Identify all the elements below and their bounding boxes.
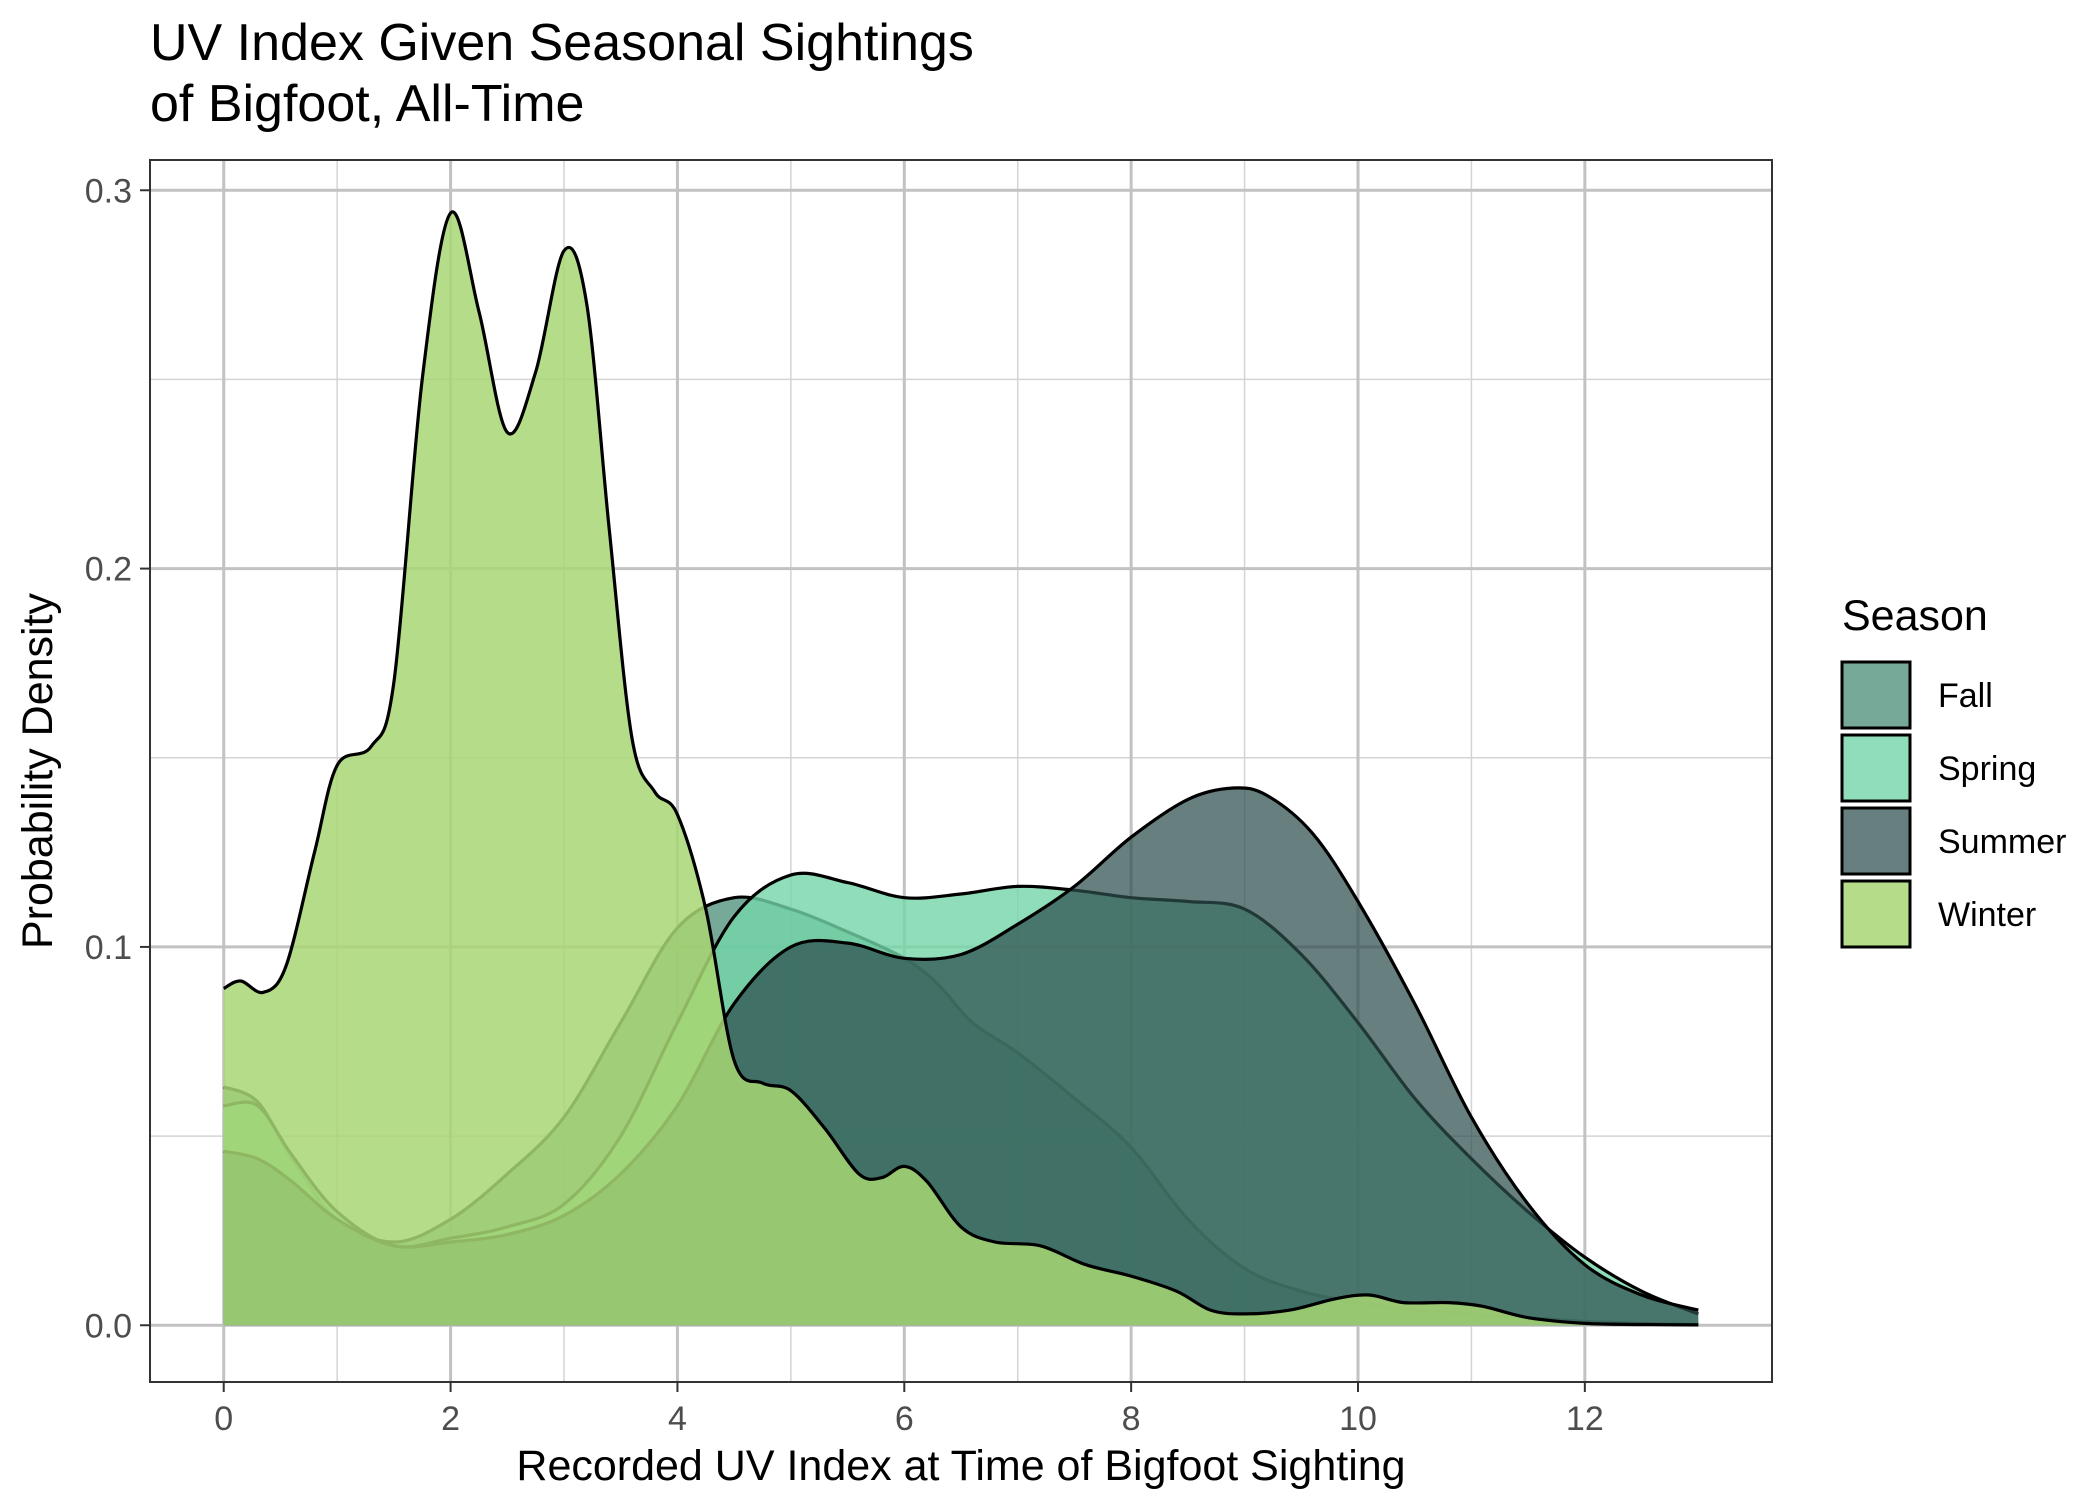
y-axis: 0.0 0.1 0.2 0.3 [85,172,150,1345]
legend-swatch-fall [1840,660,1912,730]
legend-swatch-summer [1840,806,1912,876]
chart-title-line-1: UV Index Given Seasonal Sightings [150,14,974,72]
legend-item-summer: Summer [1840,806,2066,876]
legend-label-fall: Fall [1938,677,1993,715]
density-series [222,210,1699,1327]
legend-label-summer: Summer [1938,823,2066,861]
density-area-summer [223,787,1699,1326]
y-axis-title: Probability Density [14,592,62,949]
series-winter [222,210,1699,1327]
density-line-winter [222,210,1699,1327]
x-tick-label: 0 [214,1400,233,1438]
x-axis-title: Recorded UV Index at Time of Bigfoot Sig… [516,1442,1405,1490]
x-tick-label: 2 [441,1400,460,1438]
y-tick-label: 0.1 [85,929,132,967]
legend-swatch-spring [1840,733,1912,803]
legend-label-winter: Winter [1938,896,2036,934]
chart-title: UV Index Given Seasonal Sightings of Big… [150,14,974,133]
x-tick-label: 8 [1122,1400,1141,1438]
y-tick-label: 0.2 [85,551,132,589]
x-axis: 0 2 4 6 8 10 12 [214,1382,1604,1438]
y-tick-label: 0.0 [85,1307,132,1345]
legend-swatch-winter [1840,879,1912,949]
legend-item-spring: Spring [1840,733,2036,803]
legend-item-winter: Winter [1840,879,2036,949]
x-tick-label: 12 [1566,1400,1604,1438]
density-area-winter [223,211,1699,1326]
x-tick-label: 10 [1339,1400,1377,1438]
legend-title: Season [1842,592,1988,640]
chart-title-line-2: of Bigfoot, All-Time [150,75,584,133]
plot-border [149,159,1773,1383]
legend-item-fall: Fall [1840,660,1993,730]
legend-label-spring: Spring [1938,750,2036,788]
x-tick-label: 6 [895,1400,914,1438]
y-tick-label: 0.3 [85,172,132,210]
x-tick-label: 4 [668,1400,687,1438]
legend: Season Fall Spring Summer Winter [1840,592,2066,949]
